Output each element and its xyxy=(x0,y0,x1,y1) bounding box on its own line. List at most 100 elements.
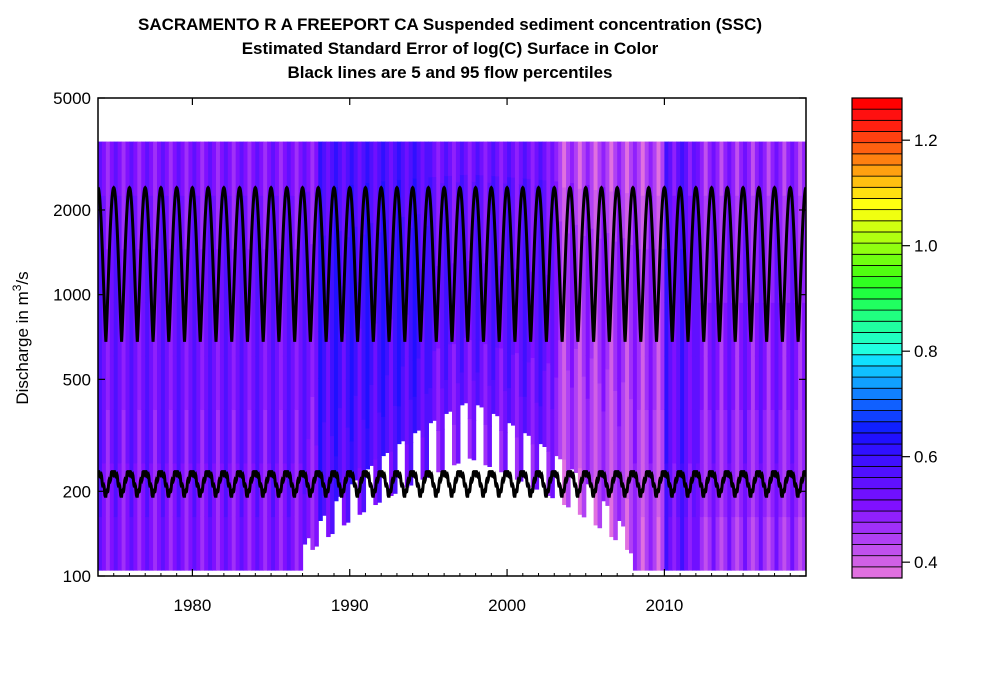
surface-cell xyxy=(605,323,610,370)
surface-cell xyxy=(577,374,583,422)
surface-cell xyxy=(137,195,142,250)
surface-cell xyxy=(121,141,127,196)
surface-cell xyxy=(385,141,390,182)
surface-cell xyxy=(263,302,268,357)
surface-cell xyxy=(286,248,292,303)
surface-cell xyxy=(684,355,689,410)
surface-cell xyxy=(216,355,221,410)
surface-cell xyxy=(239,355,245,410)
surface-cell xyxy=(125,462,131,518)
surface-cell xyxy=(389,362,394,408)
surface-cell xyxy=(271,516,276,571)
surface-cell xyxy=(585,227,591,271)
surface-cell xyxy=(208,355,213,410)
surface-cell xyxy=(271,355,276,410)
surface-cell xyxy=(208,248,213,303)
surface-cell xyxy=(109,409,115,464)
surface-cell xyxy=(416,213,422,251)
surface-cell xyxy=(160,355,166,410)
surface-cell xyxy=(727,141,732,196)
surface-cell xyxy=(448,343,453,379)
colorbar-swatch xyxy=(851,320,903,333)
surface-cell xyxy=(774,355,780,410)
surface-cell xyxy=(518,353,524,397)
surface-cell xyxy=(660,141,665,196)
surface-cell xyxy=(141,516,146,571)
surface-cell xyxy=(463,206,469,241)
surface-cell xyxy=(153,195,158,250)
surface-cell xyxy=(117,409,123,464)
surface-cell xyxy=(680,248,685,303)
surface-cell xyxy=(554,337,559,378)
surface-cell xyxy=(145,516,150,571)
surface-cell xyxy=(109,302,115,357)
surface-cell xyxy=(747,409,752,464)
surface-cell xyxy=(522,250,528,288)
surface-cell xyxy=(802,302,806,357)
surface-cell xyxy=(518,141,524,185)
surface-cell xyxy=(691,141,697,196)
surface-cell xyxy=(672,195,677,250)
surface-cell xyxy=(750,302,756,357)
surface-cell xyxy=(743,409,748,464)
surface-cell xyxy=(511,212,516,249)
colorbar-swatch xyxy=(851,198,903,211)
x-tick-label: 1980 xyxy=(173,596,211,615)
surface-cell xyxy=(750,516,756,571)
surface-cell xyxy=(538,292,544,331)
surface-cell xyxy=(747,355,752,410)
surface-cell xyxy=(762,355,768,410)
surface-cell xyxy=(589,444,595,489)
surface-cell xyxy=(644,355,650,410)
surface-cell xyxy=(310,345,315,398)
surface-cell xyxy=(617,473,622,521)
surface-cell xyxy=(680,355,685,410)
surface-cell xyxy=(597,431,603,480)
surface-cell xyxy=(711,462,717,518)
surface-cell xyxy=(337,451,343,497)
surface-cell xyxy=(153,516,158,571)
surface-cell xyxy=(255,355,260,410)
surface-cell xyxy=(255,462,260,518)
surface-cell xyxy=(227,355,233,410)
surface-cell xyxy=(196,409,201,464)
surface-cell xyxy=(471,260,477,302)
surface-cell xyxy=(479,340,485,375)
surface-cell xyxy=(168,355,174,410)
surface-cell xyxy=(723,302,728,357)
colorbar-swatch xyxy=(851,119,903,132)
surface-cell xyxy=(137,302,142,357)
surface-cell xyxy=(644,462,650,518)
surface-cell xyxy=(117,141,123,196)
colorbar-swatch xyxy=(851,499,903,512)
surface-cell xyxy=(648,409,654,464)
surface-cell xyxy=(530,314,536,359)
surface-cell xyxy=(605,414,610,461)
surface-cell xyxy=(353,226,359,270)
surface-cell xyxy=(731,195,736,250)
surface-cell xyxy=(400,403,406,442)
surface-cell xyxy=(601,276,606,322)
surface-cell xyxy=(455,422,461,464)
surface-cell xyxy=(758,355,764,410)
surface-cell xyxy=(216,302,221,357)
surface-cell xyxy=(739,141,744,196)
surface-cell xyxy=(157,355,162,410)
surface-cell xyxy=(487,303,492,346)
surface-cell xyxy=(294,355,300,410)
surface-cell xyxy=(271,462,276,518)
colorbar-swatch xyxy=(851,153,903,166)
surface-cell xyxy=(349,227,355,271)
surface-cell xyxy=(306,191,311,242)
surface-cell xyxy=(247,141,252,196)
surface-cell xyxy=(538,330,544,369)
surface-cell xyxy=(282,248,288,303)
surface-cell xyxy=(711,248,717,303)
surface-cell xyxy=(707,409,713,464)
surface-cell xyxy=(636,141,642,196)
surface-cell xyxy=(798,516,803,571)
surface-cell xyxy=(424,351,429,394)
surface-cell xyxy=(436,347,441,390)
surface-cell xyxy=(625,396,630,448)
surface-cell xyxy=(424,141,429,185)
